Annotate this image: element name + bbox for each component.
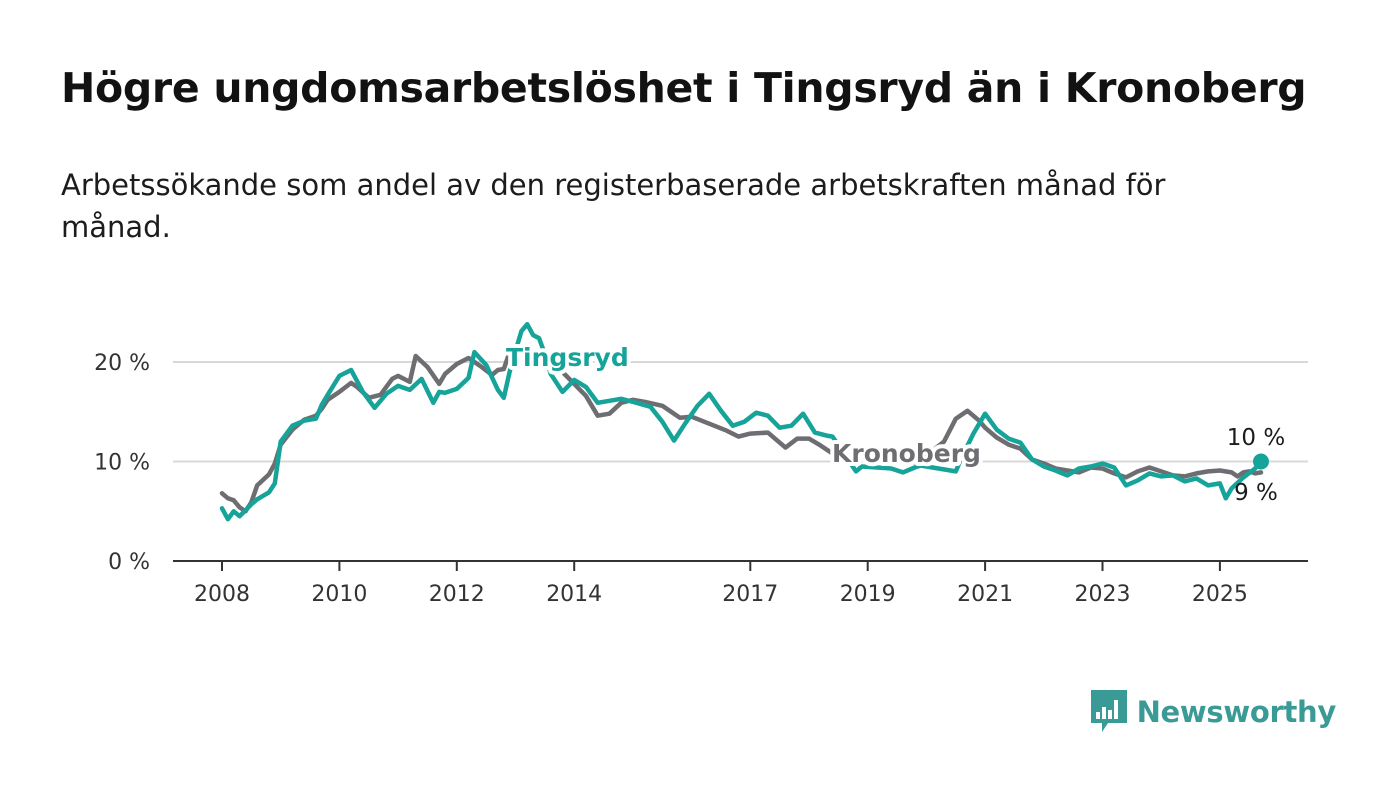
x-tick-label: 2010: [311, 582, 367, 607]
newsworthy-chart-icon: [1090, 690, 1127, 732]
series-lines: [219, 321, 1264, 522]
end-point-marker: [1252, 453, 1269, 470]
x-tick-label: 2021: [957, 582, 1013, 607]
y-tick-label: 0 %: [108, 550, 150, 575]
newsworthy-logo: Newsworthy: [1090, 690, 1337, 734]
series-line-tingsryd: [219, 321, 1264, 522]
x-tick-label: 2017: [722, 582, 778, 607]
series-label-tingsryd: Tingsryd: [506, 343, 629, 372]
end-label-kronoberg: 9 %: [1234, 480, 1278, 506]
x-axis: [173, 560, 1308, 571]
grid-lines: [173, 361, 1308, 463]
series-line-kronoberg: [219, 346, 1264, 514]
chart-title: Högre ungdomsarbetslöshet i Tingsryd än …: [61, 64, 1307, 112]
series-label-kronoberg: Kronoberg: [832, 439, 981, 468]
x-tick-label: 2023: [1075, 582, 1131, 607]
brand-name: Newsworthy: [1136, 695, 1337, 729]
y-tick-label: 10 %: [94, 451, 150, 476]
x-tick-label: 2025: [1192, 582, 1248, 607]
x-tick-label: 2019: [840, 582, 896, 607]
chart-subtitle: Arbetssökande som andel av den registerb…: [61, 168, 1166, 244]
series-label-tingsryd-halo: Tingsryd: [506, 343, 629, 372]
end-label-tingsryd: 10 %: [1227, 425, 1285, 451]
x-tick-label: 2014: [546, 582, 602, 607]
y-tick-label: 20 %: [94, 351, 150, 376]
tick-labels: 0 % 10 % 20 % 2008 2010 2012 2014 2017 2019 2021 2…: [94, 351, 1248, 607]
series-label-kronoberg-halo: Kronoberg: [832, 439, 981, 468]
x-tick-label: 2012: [429, 582, 485, 607]
x-tick-label: 2008: [194, 582, 250, 607]
